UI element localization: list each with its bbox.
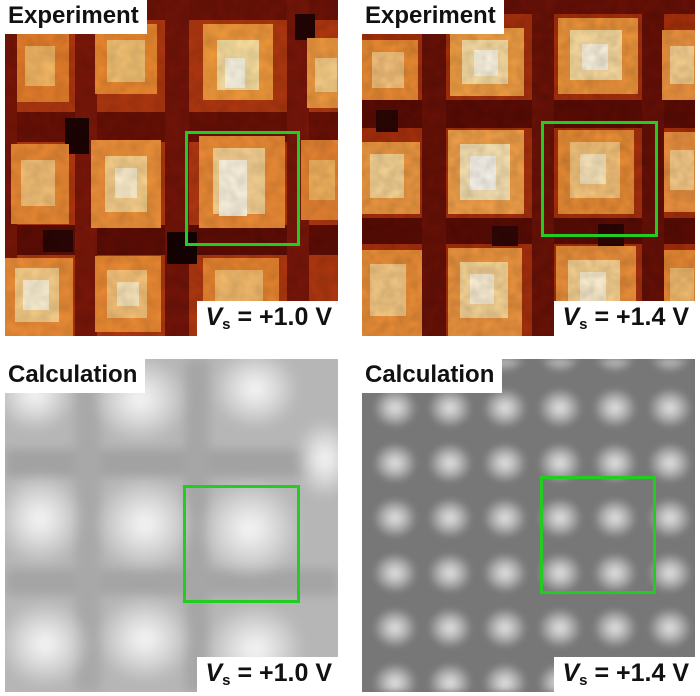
bias-voltage-label: Vs = +1.0 V — [197, 300, 338, 336]
bias-subscript: s — [222, 671, 231, 689]
bias-value: = +1.0 V — [237, 658, 332, 687]
panel-label: Calculation — [5, 359, 146, 393]
bias-value: = +1.4 V — [594, 302, 689, 331]
panel-label: Experiment — [362, 0, 504, 34]
experiment-image-1-4v: Experiment Vs = +1.4 V — [362, 0, 695, 336]
stm-map-experiment-1v — [5, 0, 338, 336]
bias-symbol: V — [205, 658, 223, 687]
bias-subscript: s — [222, 315, 231, 333]
experiment-image-1v: Experiment Vs = +1.0 V — [5, 0, 338, 336]
panel-label: Experiment — [5, 0, 147, 34]
calculation-image-1-4v: Calculation Vs = +1.4 V — [362, 359, 695, 692]
bias-subscript: s — [579, 671, 588, 689]
highlight-box — [541, 121, 658, 237]
stm-map-calculation-1-4v — [362, 359, 695, 692]
bias-value: = +1.4 V — [594, 658, 689, 687]
bias-subscript: s — [579, 315, 588, 333]
bias-voltage-label: Vs = +1.0 V — [197, 656, 338, 692]
bias-symbol: V — [562, 302, 580, 331]
highlight-box — [185, 131, 300, 246]
stm-map-experiment-1-4v — [362, 0, 695, 336]
highlight-box — [540, 476, 656, 594]
bias-symbol: V — [562, 658, 580, 687]
calculated-features — [362, 359, 695, 692]
bias-voltage-label: Vs = +1.4 V — [554, 300, 695, 336]
bias-value: = +1.0 V — [237, 302, 332, 331]
highlight-box — [183, 485, 300, 603]
panel-label: Calculation — [362, 359, 503, 393]
calculation-image-1v: Calculation Vs = +1.0 V — [5, 359, 338, 692]
bias-voltage-label: Vs = +1.4 V — [554, 656, 695, 692]
bias-symbol: V — [205, 302, 223, 331]
